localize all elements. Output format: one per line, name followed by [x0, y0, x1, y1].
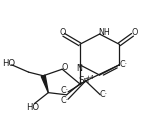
- Text: Sn: Sn: [78, 76, 89, 85]
- Text: +4: +4: [85, 75, 94, 80]
- Text: N: N: [76, 64, 82, 73]
- Text: NH: NH: [98, 28, 110, 37]
- Text: HO: HO: [3, 59, 16, 68]
- Text: C·: C·: [61, 96, 69, 105]
- Text: C·: C·: [61, 86, 69, 95]
- Text: O: O: [59, 28, 66, 37]
- Text: C·: C·: [99, 90, 108, 99]
- Text: HO: HO: [26, 103, 39, 112]
- Text: O: O: [132, 28, 138, 37]
- Text: C·: C·: [119, 60, 128, 69]
- Text: O: O: [62, 63, 68, 72]
- Polygon shape: [41, 75, 48, 93]
